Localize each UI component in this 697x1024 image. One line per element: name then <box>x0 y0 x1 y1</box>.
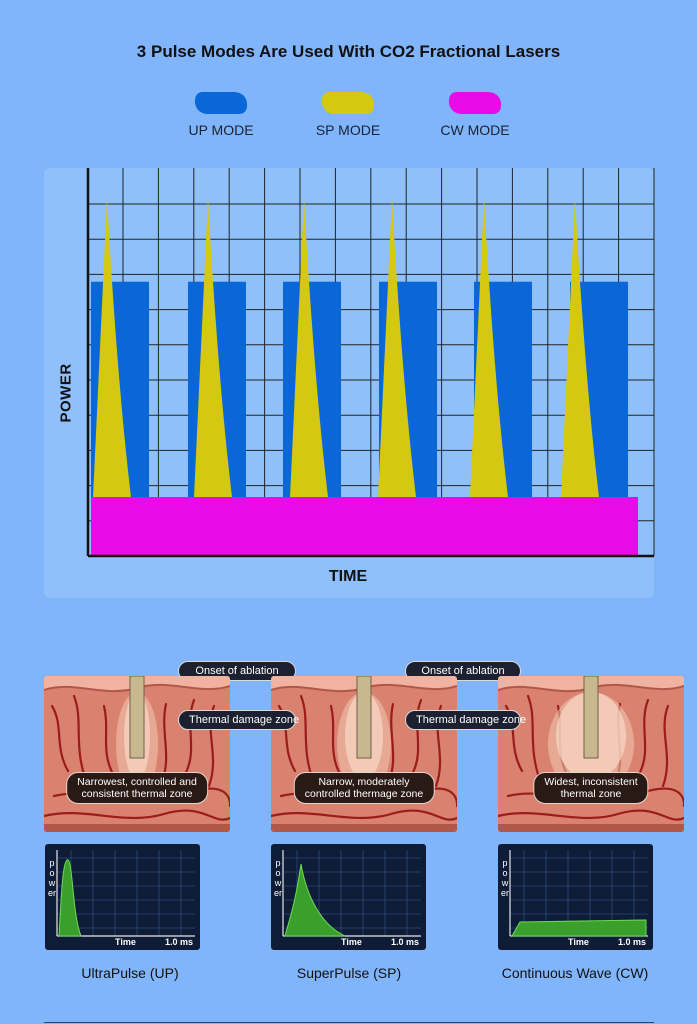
skin-tissue-art <box>44 676 230 832</box>
blood-vessel <box>102 704 116 778</box>
thermal-damage-label-1: Thermal damage zone <box>178 710 299 730</box>
skin-illustration-cw: Widest, inconsistent thermal zone <box>498 676 684 832</box>
legend-item-cw: CW MODE <box>405 92 545 138</box>
caption-line: controlled thermage zone <box>304 788 424 800</box>
mini-chart-plot <box>509 850 648 937</box>
sp-mode-pulse <box>194 198 232 497</box>
bottom-divider <box>44 1022 654 1023</box>
legend-label-up: UP MODE <box>188 122 254 138</box>
blood-vessel <box>636 698 650 778</box>
skin-illustration-up: Narrowest, controlled and consistent the… <box>44 676 230 832</box>
y-axis-label: POWER <box>57 363 75 423</box>
chart-series <box>91 198 638 555</box>
skin-tissue-art <box>271 676 457 832</box>
sp-mode-pulse <box>290 198 328 497</box>
caption-line: Narrow, moderately <box>318 776 410 788</box>
mini-x-max-label: 1.0 ms <box>391 937 420 947</box>
blood-vessel <box>409 698 423 778</box>
caption-line: thermal zone <box>560 788 622 800</box>
blood-vessel <box>271 809 457 821</box>
mode-name-up: UltraPulse (UP) <box>81 965 179 981</box>
mini-pulse-shape <box>58 859 82 937</box>
mini-chart-cw: power Time 1.0 ms <box>498 844 653 950</box>
thermal-zone-caption-up: Narrowest, controlled and consistent the… <box>66 772 208 804</box>
mini-x-label: Time <box>341 937 362 947</box>
sp-mode-pulse <box>378 198 416 497</box>
caption-line: consistent thermal zone <box>81 788 193 800</box>
thermal-zone-caption-cw: Widest, inconsistent thermal zone <box>533 772 649 804</box>
onset-ablation-label-2: Onset of ablation <box>405 661 521 681</box>
mini-y-label: power <box>48 858 57 898</box>
mini-chart-plot <box>56 850 195 937</box>
blood-vessel <box>661 704 670 788</box>
mode-name-cw: Continuous Wave (CW) <box>501 965 649 981</box>
caption-line: Widest, inconsistent <box>544 776 638 788</box>
mini-x-max-label: 1.0 ms <box>165 937 194 947</box>
blood-vessel <box>329 704 343 778</box>
legend-item-up: UP MODE <box>151 92 291 138</box>
ablation-channel <box>356 676 372 759</box>
deep-tissue-layer <box>44 824 230 832</box>
thermal-zone-caption-sp: Narrow, moderately controlled thermage z… <box>293 772 435 804</box>
blood-vessel <box>182 698 196 778</box>
ablation-channel <box>129 676 145 759</box>
mini-pulse-shape <box>511 919 647 937</box>
mini-x-label: Time <box>115 937 136 947</box>
mini-chart-sp: power Time 1.0 ms <box>271 844 426 950</box>
mini-chart-plot <box>282 850 421 937</box>
sp-mode-pulse <box>470 198 508 497</box>
sp-mode-pulse <box>93 198 131 497</box>
mini-pulse-shape <box>284 863 346 937</box>
blood-vessel <box>50 704 70 773</box>
mode-name-sp: SuperPulse (SP) <box>296 965 402 981</box>
thermal-damage-label-2: Thermal damage zone <box>405 710 526 730</box>
x-axis-label: TIME <box>328 568 368 585</box>
mini-chart-up: power Time 1.0 ms <box>45 844 200 950</box>
skin-illustration-sp: Narrow, moderately controlled thermage z… <box>271 676 457 832</box>
mini-x-label: Time <box>568 937 589 947</box>
cw-mode-band <box>91 497 638 555</box>
mini-y-label: power <box>274 858 283 898</box>
deep-tissue-layer <box>271 824 457 832</box>
mini-y-label: power <box>501 858 510 898</box>
page-title: 3 Pulse Modes Are Used With CO2 Fraction… <box>136 42 561 61</box>
deep-tissue-layer <box>498 824 684 832</box>
skin-tissue-art <box>498 676 684 832</box>
legend-item-sp: SP MODE <box>278 92 418 138</box>
sp-mode-pulse <box>561 198 599 497</box>
legend-label-cw: CW MODE <box>440 122 510 138</box>
caption-line: Narrowest, controlled and <box>77 776 197 788</box>
legend-label-sp: SP MODE <box>315 122 381 138</box>
ablation-channel <box>583 676 599 759</box>
power-time-chart <box>86 168 655 558</box>
blood-vessel <box>44 809 230 821</box>
blood-vessel <box>498 809 684 821</box>
mini-x-max-label: 1.0 ms <box>618 937 647 947</box>
